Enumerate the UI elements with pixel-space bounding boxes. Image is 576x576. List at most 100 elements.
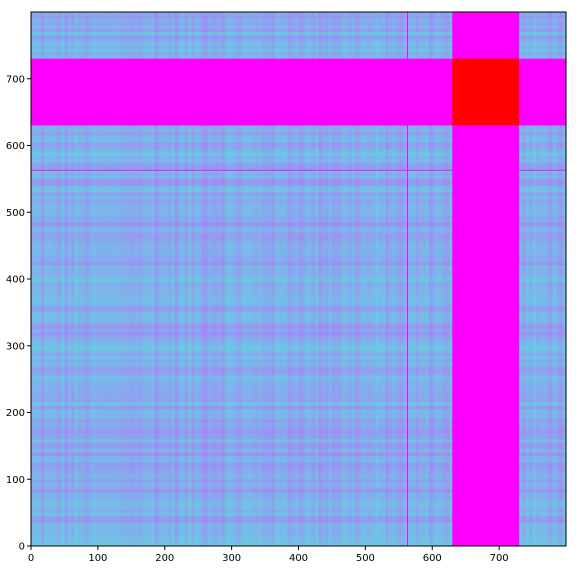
heatmap-col-stripe <box>41 12 45 546</box>
heatmap-row-stripe <box>31 462 566 466</box>
heatmap-col-stripe <box>545 12 550 546</box>
heatmap-row-stripe <box>31 265 566 269</box>
heatmap-row-stripe <box>31 542 566 546</box>
heatmap-col-stripe <box>375 12 379 546</box>
heatmap-col-stripe <box>91 12 95 546</box>
heatmap-col-stripe <box>248 12 252 546</box>
heatmap-col-stripe <box>525 12 530 546</box>
heatmap-row-stripe <box>31 339 566 343</box>
heatmap-row-stripe <box>31 419 566 423</box>
heatmap-row-stripe <box>31 138 566 143</box>
heatmap-row-stripe <box>31 15 566 19</box>
heatmap-row-stripe <box>31 502 566 506</box>
heatmap-row-stripe <box>31 442 566 446</box>
heatmap-row-stripe <box>31 379 566 383</box>
heatmap-row-stripe <box>31 289 566 293</box>
heatmap-col-stripe <box>435 12 439 546</box>
heatmap-row-stripe <box>31 158 566 163</box>
heatmap-row-stripe <box>31 522 566 526</box>
heatmap-col-stripe <box>238 12 242 546</box>
heatmap-row-stripe <box>31 369 566 373</box>
heatmap-row-stripe <box>31 165 566 169</box>
heatmap-row-stripe <box>31 302 566 306</box>
heatmap-col-stripe <box>224 12 229 546</box>
heatmap-col-stripe <box>67 12 72 546</box>
heatmap-col-stripe <box>198 12 202 546</box>
heatmap-col-stripe <box>94 12 98 546</box>
x-tick-label: 400 <box>289 553 308 564</box>
heatmap-col-stripe <box>64 12 68 546</box>
heatmap-row-stripe <box>31 299 566 303</box>
heatmap-row-stripe <box>31 125 566 129</box>
heatmap-col-stripe <box>388 12 393 546</box>
heatmap-row-stripe <box>31 425 566 430</box>
heatmap-col-stripe <box>529 12 533 546</box>
heatmap-col-stripe <box>285 12 289 546</box>
heatmap-row-stripe <box>31 142 566 146</box>
heatmap-row-stripe <box>31 272 566 276</box>
heatmap-row-stripe <box>31 515 566 520</box>
heatmap-col-stripe <box>425 12 429 546</box>
y-tick-label: 0 <box>19 542 25 553</box>
heatmap-row-stripe <box>31 509 566 513</box>
heatmap-row-stripe <box>31 42 566 46</box>
heatmap-col-stripe <box>127 12 132 546</box>
heatmap-col-stripe <box>138 12 142 546</box>
heatmap-row-stripe <box>31 529 566 533</box>
x-tick-label: 100 <box>88 553 107 564</box>
heatmap-col-stripe <box>358 12 363 546</box>
heatmap-col-stripe <box>258 12 262 546</box>
heatmap-row-stripe <box>31 519 566 523</box>
heatmap-row-stripe <box>31 38 566 43</box>
heatmap-col-stripe <box>31 12 35 546</box>
heatmap-col-stripe <box>245 12 249 546</box>
heatmap-col-stripe <box>214 12 219 546</box>
heatmap-col-stripe <box>211 12 215 546</box>
heatmap-row-stripe <box>31 162 566 166</box>
heatmap-row-stripe <box>31 208 566 213</box>
heatmap-row-stripe <box>31 128 566 133</box>
heatmap-col-stripe <box>408 12 413 546</box>
heatmap-col-stripe <box>325 12 329 546</box>
heatmap-row-stripe <box>31 445 566 450</box>
heatmap-row-stripe <box>31 355 566 360</box>
heatmap-row-stripe <box>31 212 566 216</box>
heatmap-col-stripe <box>519 12 523 546</box>
heatmap-col-stripe <box>178 12 182 546</box>
heatmap-col-stripe <box>318 12 322 546</box>
heatmap-col-stripe <box>311 12 316 546</box>
heatmap-col-stripe <box>74 12 78 546</box>
heatmap-row-stripe <box>31 365 566 370</box>
heatmap-col-stripe <box>191 12 195 546</box>
heatmap-row-stripe <box>31 285 566 290</box>
heatmap-row-stripe <box>31 319 566 323</box>
heatmap-col-stripe <box>298 12 302 546</box>
y-tick-label: 100 <box>6 475 25 486</box>
heatmap-col-stripe <box>81 12 85 546</box>
heatmap-col-stripe <box>432 12 436 546</box>
heatmap-row-stripe <box>31 535 566 540</box>
heatmap-col-stripe <box>218 12 222 546</box>
heatmap-col-stripe <box>265 12 269 546</box>
heatmap-col-stripe <box>415 12 419 546</box>
heatmap-row-stripe <box>31 152 566 156</box>
heatmap-row-stripe <box>31 459 566 463</box>
heatmap-row-stripe <box>31 255 566 259</box>
heatmap-col-stripe <box>542 12 546 546</box>
heatmap-col-stripe <box>362 12 366 546</box>
heatmap-row-stripe <box>31 332 566 336</box>
heatmap-row-stripe <box>31 28 566 33</box>
heatmap-col-stripe <box>84 12 88 546</box>
heatmap-col-stripe <box>535 12 540 546</box>
heatmap-col-stripe <box>161 12 165 546</box>
heatmap-col-stripe <box>51 12 55 546</box>
heatmap-col-stripe <box>368 12 373 546</box>
heatmap-intersection-block <box>452 58 520 126</box>
heatmap-col-stripe <box>114 12 118 546</box>
x-tick-label: 700 <box>490 553 509 564</box>
x-tick-label: 200 <box>155 553 174 564</box>
heatmap-col-stripe <box>251 12 256 546</box>
heatmap-col-stripe <box>341 12 346 546</box>
